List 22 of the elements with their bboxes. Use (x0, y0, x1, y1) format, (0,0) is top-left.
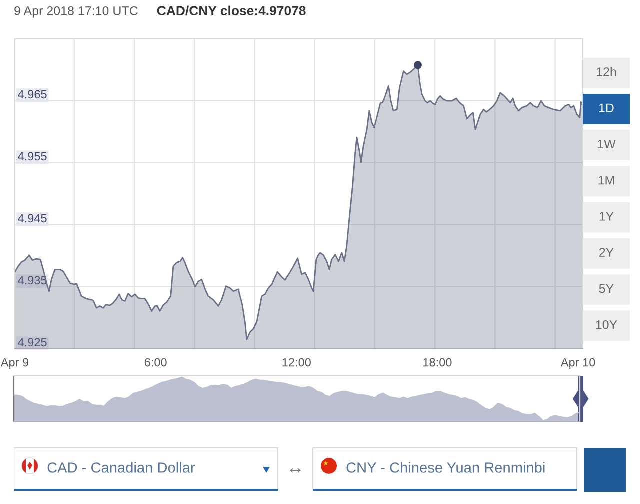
text: 10Y (596, 320, 618, 330)
x-tick-label: Apr 9 (0, 358, 29, 370)
text: 2Y (599, 248, 614, 257)
y-tick-label: 4.925 (18, 338, 47, 347)
x-tick-label: 18:00 (424, 358, 452, 367)
text: ↔ (290, 468, 301, 473)
text: CNY - Chinese Yuan Renminbi (346, 462, 545, 473)
y-tick-label: 4.965 (18, 90, 47, 99)
text: 5Y (599, 284, 614, 294)
text: CAD - Canadian Dollar (48, 462, 196, 473)
x-tick-label: Apr 10 (560, 358, 596, 370)
chart-subtitle: CAD/CNY close:4.97078 (157, 6, 306, 16)
text: 1D (599, 104, 614, 112)
text: 12h (597, 67, 616, 76)
x-tick-label: 12:00 (282, 358, 311, 367)
text: 1W (598, 140, 616, 149)
y-tick-label: 4.955 (18, 152, 47, 161)
chart-title: 9 Apr 2018 17:10 UTC (14, 6, 138, 18)
y-tick-label: 4.945 (18, 214, 47, 223)
x-tick-label: 6:00 (144, 358, 167, 367)
text: 1Y (600, 212, 614, 221)
text: 1M (598, 176, 614, 185)
